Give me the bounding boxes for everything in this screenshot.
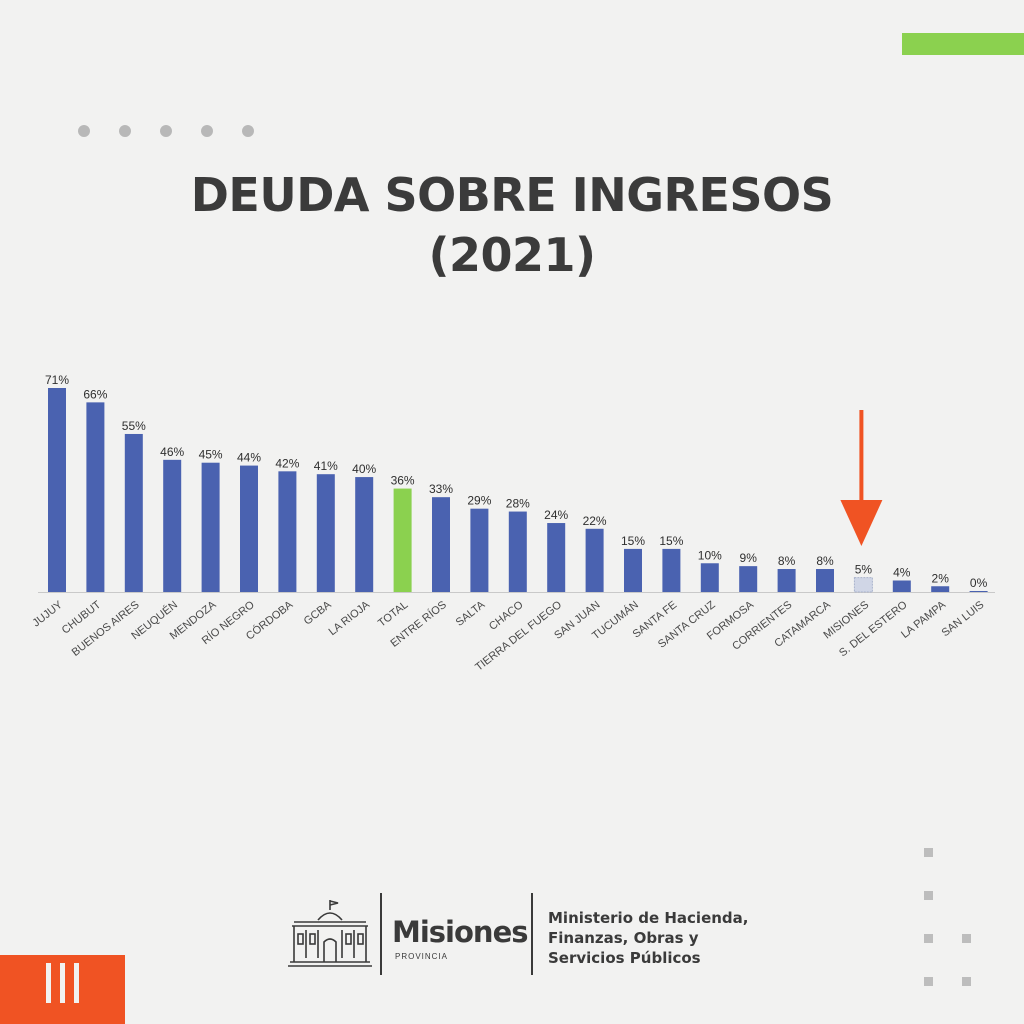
bar [86,402,105,592]
data-label: 41% [314,459,338,473]
white-stripe [60,963,65,1003]
bar [892,580,911,592]
dot [119,125,131,137]
ministry-name: Ministerio de Hacienda, Finanzas, Obras … [548,908,748,968]
bar [931,586,950,592]
bar [508,511,527,592]
bar [662,548,681,592]
accent-green-bar [902,33,1024,55]
data-label: 40% [352,462,376,476]
data-label: 45% [199,448,223,462]
ministry-line: Finanzas, Obras y [548,929,699,947]
data-label: 71% [45,373,69,387]
decorative-square [924,848,933,857]
dot [78,125,90,137]
ministry-divider [531,893,533,975]
arrow-head [840,500,883,546]
data-label: 66% [83,387,107,401]
bar [316,474,335,592]
bar [240,465,258,592]
bar [547,523,566,592]
decorative-square [924,977,933,986]
data-label: 24% [544,508,568,522]
tick-label: LA RIOJA [327,598,373,638]
data-label: 33% [429,482,453,496]
bar [739,566,758,592]
decorative-square [962,977,971,986]
dot [242,125,254,137]
decorative-dots [78,125,254,137]
ministry-line: Servicios Públicos [548,949,701,967]
bar [969,591,988,592]
data-label: 36% [391,474,415,488]
data-label: 0% [970,576,988,590]
decorative-square [924,891,933,900]
bar [624,548,642,592]
data-label: 22% [583,514,607,528]
tick-label: BUENOS AIRES [70,599,142,659]
tick-label: JUJUY [30,599,65,630]
white-stripe [74,963,79,1003]
bar [163,459,182,592]
data-label: 4% [893,566,911,580]
data-label: 9% [740,551,758,565]
ministry-line: Ministerio de Hacienda, [548,909,749,927]
bar [432,497,450,592]
data-label: 15% [659,534,683,548]
decorative-square [924,934,933,943]
tick-label: SALTA [454,599,488,629]
data-label: 10% [698,548,722,562]
bar [393,488,412,592]
white-stripe [46,963,51,1003]
government-building-icon [288,900,372,967]
data-label: 44% [237,451,261,465]
data-label: 5% [855,563,873,577]
tick-label: GCBA [302,599,334,628]
bar [777,569,796,592]
bar [48,388,66,592]
bar [124,433,143,592]
data-label: 8% [816,554,834,568]
tick-label: SAN LUIS [940,599,987,639]
data-label: 15% [621,534,645,548]
brand-name: Misiones [392,915,528,949]
data-label: 29% [467,494,491,508]
bar [585,528,604,592]
chart-title: DEUDA SOBRE INGRESOS [190,168,834,222]
chart-subtitle-year: (2021) [428,228,596,282]
logo-divider [380,893,382,975]
dot [160,125,172,137]
bar [201,462,220,592]
dot [201,125,213,137]
bar [470,508,489,592]
data-label: 28% [506,497,530,511]
data-label: 42% [275,456,299,470]
bar [700,563,719,592]
bar [278,471,297,592]
brand-subtitle: PROVINCIA [395,952,449,961]
data-label: 2% [932,571,950,585]
bar [355,477,374,592]
tick-label: TOTAL [376,599,411,630]
data-label: 55% [122,419,146,433]
decorative-square [962,934,971,943]
data-label: 8% [778,554,796,568]
tick-label: S. DEL ESTERO [837,599,910,660]
bar [816,569,834,592]
data-label: 46% [160,445,184,459]
bar [853,577,873,593]
